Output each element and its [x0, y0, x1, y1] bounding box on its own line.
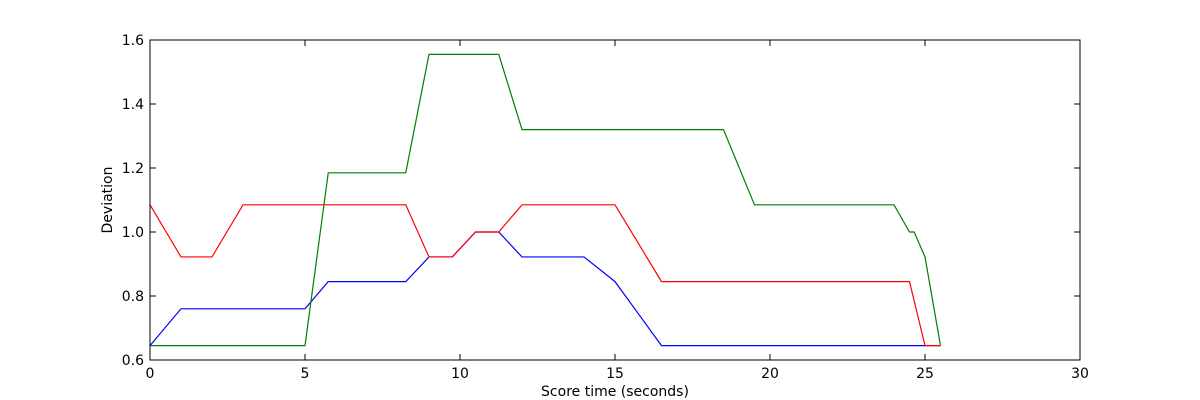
y-tick-label: 1.4	[122, 97, 144, 113]
x-tick-label: 30	[1071, 366, 1089, 382]
y-tick-label: 1.0	[122, 225, 144, 241]
x-tick-label: 0	[146, 366, 155, 382]
series-layer	[149, 53, 942, 347]
y-tick-label: 1.6	[122, 33, 144, 49]
y-tick-label: 0.6	[122, 353, 144, 369]
y-tick-label: 1.2	[122, 161, 144, 177]
x-tick-label: 5	[301, 366, 310, 382]
x-tick-label: 15	[606, 366, 624, 382]
x-tick-label: 25	[916, 366, 934, 382]
x-axis-label: Score time (seconds)	[541, 384, 689, 400]
series-line-green	[150, 53, 942, 347]
y-axis-label: Deviation	[100, 167, 116, 234]
y-axis-ticks: 0.6 0.8 1.0 1.2 1.4 1.6	[122, 33, 1080, 369]
y-tick-label: 0.8	[122, 289, 144, 305]
x-tick-label: 10	[451, 366, 469, 382]
x-tick-label: 20	[761, 366, 779, 382]
series-line-red	[149, 204, 941, 347]
x-axis-ticks: 0 5 10 15 20 25 30	[146, 40, 1089, 382]
